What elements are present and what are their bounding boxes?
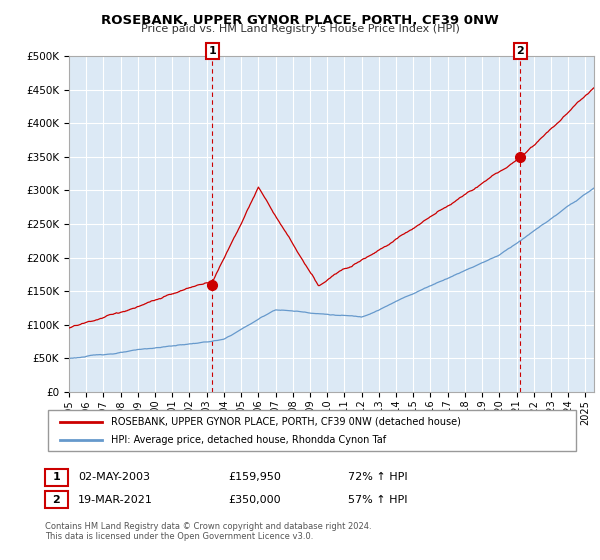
Text: 02-MAY-2003: 02-MAY-2003	[78, 472, 150, 482]
Text: 57% ↑ HPI: 57% ↑ HPI	[348, 494, 407, 505]
Text: This data is licensed under the Open Government Licence v3.0.: This data is licensed under the Open Gov…	[45, 532, 313, 541]
Text: Price paid vs. HM Land Registry's House Price Index (HPI): Price paid vs. HM Land Registry's House …	[140, 24, 460, 34]
Text: HPI: Average price, detached house, Rhondda Cynon Taf: HPI: Average price, detached house, Rhon…	[111, 435, 386, 445]
Text: £350,000: £350,000	[228, 494, 281, 505]
Text: £159,950: £159,950	[228, 472, 281, 482]
Text: 2: 2	[53, 494, 60, 505]
Text: ROSEBANK, UPPER GYNOR PLACE, PORTH, CF39 0NW (detached house): ROSEBANK, UPPER GYNOR PLACE, PORTH, CF39…	[111, 417, 461, 427]
Text: 19-MAR-2021: 19-MAR-2021	[78, 494, 153, 505]
Text: 1: 1	[53, 472, 60, 482]
Text: 1: 1	[209, 46, 216, 56]
Text: 72% ↑ HPI: 72% ↑ HPI	[348, 472, 407, 482]
Text: ROSEBANK, UPPER GYNOR PLACE, PORTH, CF39 0NW: ROSEBANK, UPPER GYNOR PLACE, PORTH, CF39…	[101, 14, 499, 27]
Text: Contains HM Land Registry data © Crown copyright and database right 2024.: Contains HM Land Registry data © Crown c…	[45, 522, 371, 531]
Text: 2: 2	[516, 46, 524, 56]
